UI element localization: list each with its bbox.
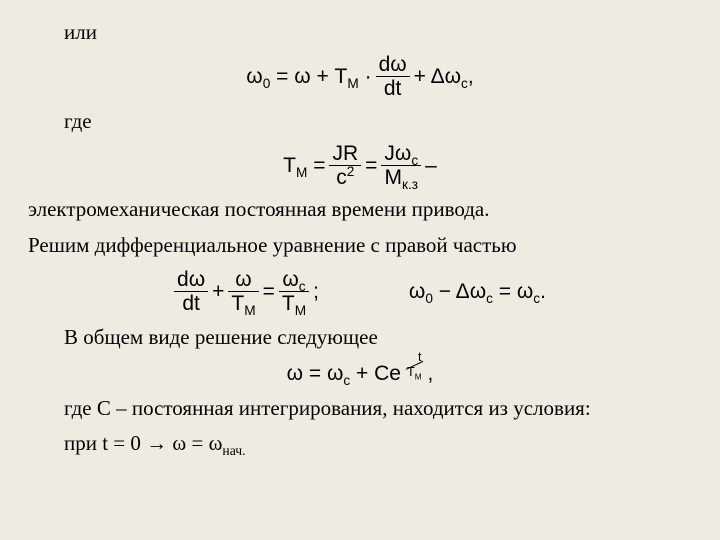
text-line3: В общем виде решение следующее [28, 323, 692, 352]
formula-4: ω = ωс + CetTМ, [28, 359, 692, 388]
formula-3: dω dt + ω TМ = ωс TМ ; ω0 − Δωс = ωс. [28, 268, 692, 315]
text-line2: Решим дифференциальное уравнение с право… [28, 231, 692, 260]
text-ili: или [28, 18, 692, 47]
text-line4: где С – постоянная интегрирования, наход… [28, 394, 692, 423]
text-gde: где [28, 107, 692, 136]
text-line1: электромеханическая постоянная времени п… [28, 195, 692, 224]
text-line5: при t = 0 → ω = ωнач. [28, 429, 692, 458]
formula-1: ω0 = ω + TМ · dω dt + Δωс, [28, 53, 692, 100]
formula-2: TМ = JR c2 = Jωс Mк.з – [28, 142, 692, 189]
